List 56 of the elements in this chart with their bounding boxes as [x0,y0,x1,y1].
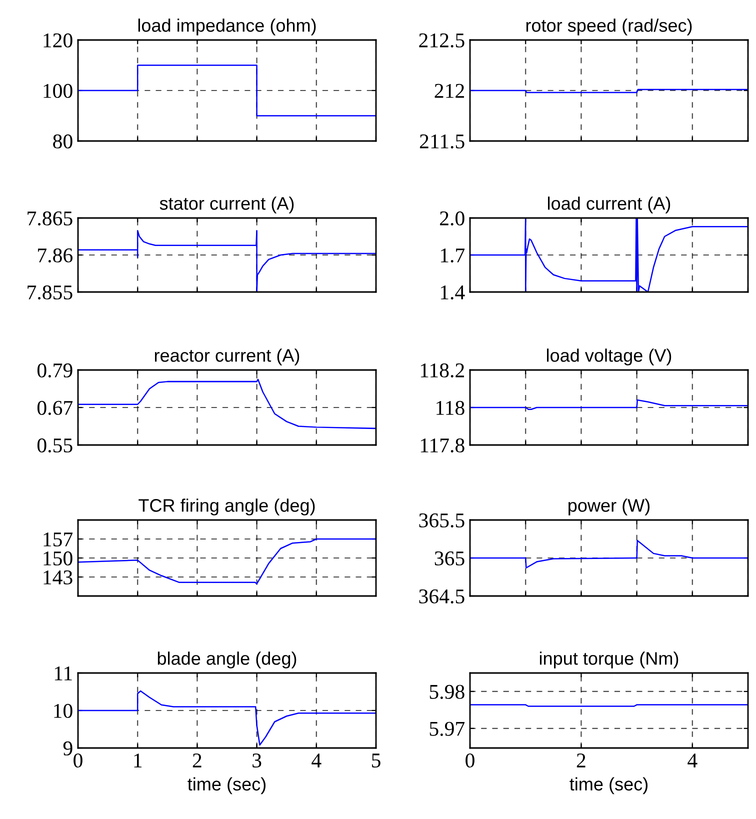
y-tick-label: 118.2 [420,363,464,378]
y-tick-label: 11 [54,666,72,680]
x-tick-label: 4 [688,754,698,768]
chart-title: input torque (Nm) [540,652,678,668]
x-tick-label: 2 [192,754,202,768]
x-tick-label: 4 [312,754,322,768]
y-tick-label: 1.7 [440,248,465,263]
line-series [78,378,376,430]
chart-title: load current (A) [548,196,670,214]
chart-title: stator current (A) [160,196,294,214]
y-tick-label: 150 [44,551,72,566]
chart-title: load impedance (ohm) [138,18,316,36]
chart-title: reactor current (A) [154,348,300,366]
line-series [470,218,748,292]
y-tick-label: 7.865 [28,211,72,226]
x-tick-label: 0 [466,753,474,768]
y-tick-label: 365 [434,551,464,566]
line-series [470,540,748,569]
y-tick-label: 120 [44,33,72,48]
x-axis-title: time (sec) [570,777,648,794]
x-tick-label: 1 [134,754,142,768]
chart-title: power (W) [568,498,650,516]
y-tick-label: 0.67 [37,400,73,416]
line-series [470,399,748,410]
y-tick-label: 80 [53,134,72,148]
y-tick-label: 0.55 [37,438,72,453]
x-tick-label: 5 [372,754,380,768]
y-tick-label: 143 [44,570,72,584]
chart-title: rotor speed (rad/sec) [526,18,692,36]
y-tick-label: 10 [54,704,72,718]
y-tick-label: 5.98 [430,684,464,699]
chart-title: blade angle (deg) [158,652,296,668]
x-axis-title: time (sec) [188,777,266,794]
line-series [78,690,376,746]
y-tick-label: 1.4 [440,285,465,300]
y-tick-label: 0.79 [37,363,72,378]
y-tick-label: 117.8 [420,438,464,453]
y-tick-label: 211.5 [420,134,464,149]
line-series [78,538,376,584]
y-tick-label: 7.855 [28,285,72,300]
chart-title: load voltage (V) [546,348,672,366]
y-tick-label: 212 [434,84,464,98]
y-tick-label: 7.86 [38,248,73,263]
y-tick-label: 5.97 [430,722,465,736]
y-tick-label: 100 [44,84,72,98]
x-tick-label: 3 [252,754,262,768]
y-tick-label: 212.5 [419,33,464,48]
x-tick-label: 0 [74,753,82,768]
y-tick-label: 364.5 [419,589,464,604]
x-tick-label: 2 [576,754,586,768]
y-tick-label: 2.0 [440,211,464,226]
chart-title: TCR firing angle (deg) [138,498,315,516]
y-tick-label: 157 [44,532,73,546]
y-tick-label: 9 [63,741,72,756]
y-tick-label: 118 [436,400,464,415]
y-tick-label: 365.5 [419,513,464,528]
